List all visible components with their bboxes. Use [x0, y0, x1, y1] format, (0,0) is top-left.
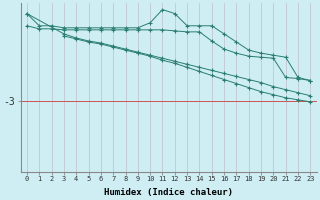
X-axis label: Humidex (Indice chaleur): Humidex (Indice chaleur) [104, 188, 233, 197]
